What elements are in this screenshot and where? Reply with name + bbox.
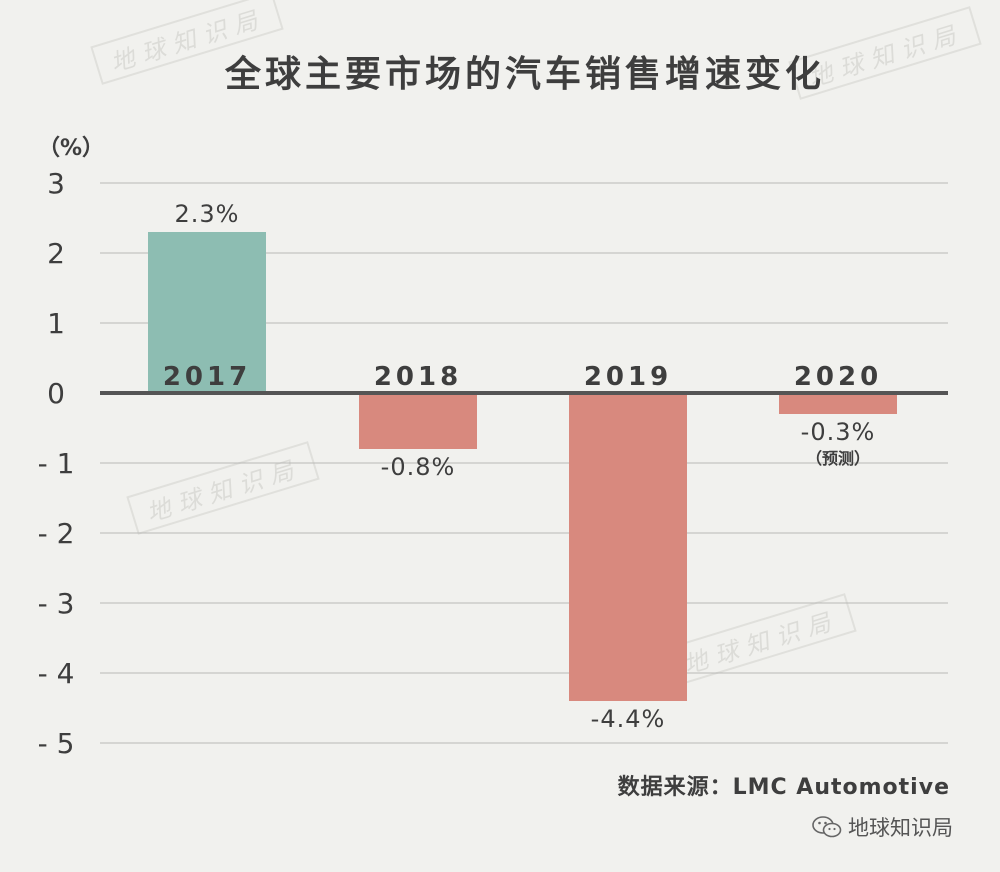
brand-badge: 地球知识局 (812, 812, 953, 842)
bar (779, 393, 897, 414)
data-label: -4.4% (591, 705, 666, 733)
bar (359, 393, 477, 449)
forecast-note: （预测） (806, 449, 870, 468)
data-label: 2.3% (175, 200, 240, 228)
y-tick-label: 2 (47, 237, 65, 270)
data-source-note: 数据来源：LMC Automotive (618, 774, 950, 800)
wechat-icon (812, 816, 842, 838)
y-tick-label: - 5 (38, 727, 75, 760)
y-tick-label: 3 (47, 167, 65, 200)
brand-name: 地球知识局 (848, 816, 953, 840)
chart-title: 全球主要市场的汽车销售增速变化 (224, 53, 825, 95)
y-tick-label: - 3 (38, 587, 75, 620)
bar (148, 232, 266, 393)
x-tick-label: 2018 (374, 362, 462, 392)
x-tick-label: 2017 (163, 362, 251, 392)
data-label: -0.3% (801, 418, 876, 446)
y-tick-label: 1 (47, 307, 65, 340)
y-axis-unit-label: （%） (38, 136, 104, 161)
x-tick-label: 2019 (584, 362, 672, 392)
bar (569, 393, 687, 701)
y-tick-label: - 2 (38, 517, 75, 550)
y-tick-label: 0 (47, 377, 65, 410)
y-tick-label: - 4 (38, 657, 75, 690)
x-tick-label: 2020 (794, 362, 882, 392)
y-tick-label: - 1 (38, 447, 75, 480)
data-label: -0.8% (381, 453, 456, 481)
